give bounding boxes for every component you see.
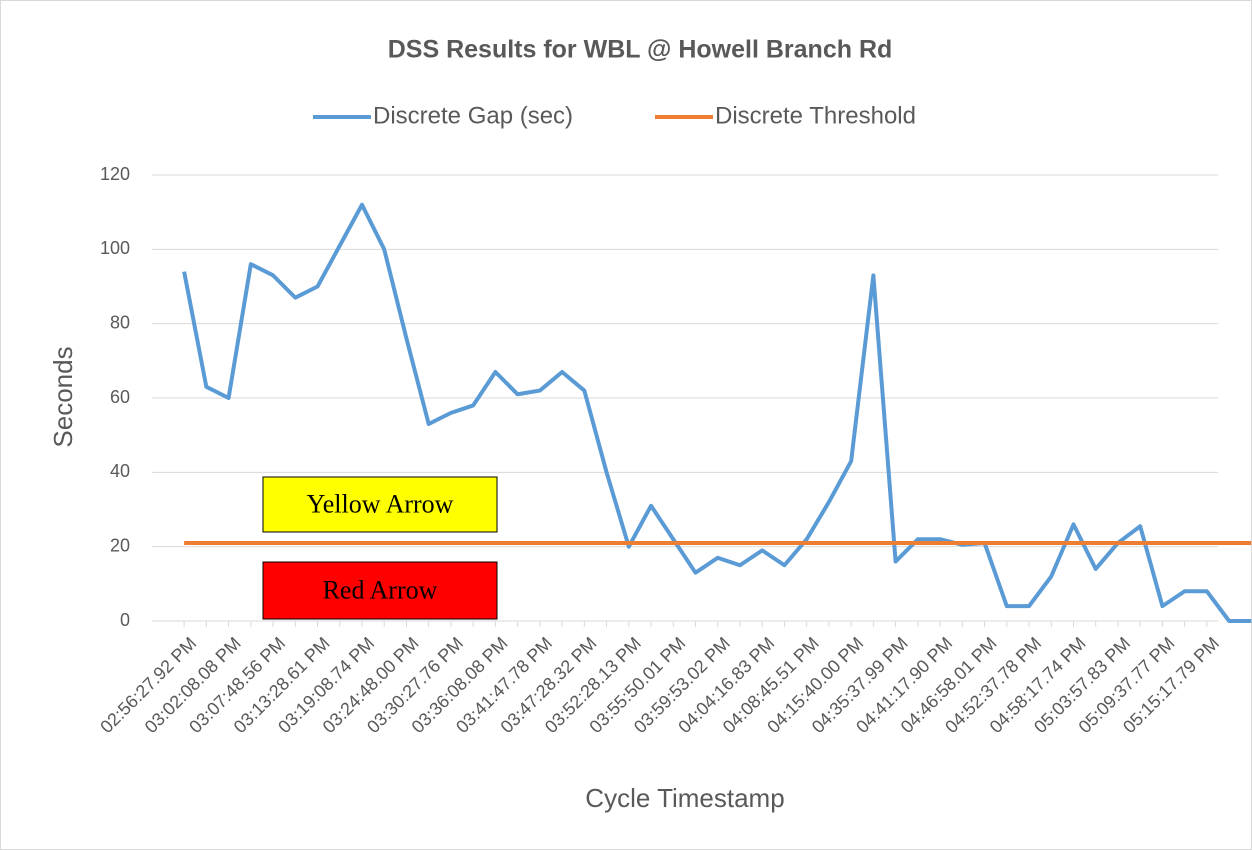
x-axis-label: Cycle Timestamp (585, 783, 784, 813)
chart-title: DSS Results for WBL @ Howell Branch Rd (388, 36, 893, 64)
annotation-text: Yellow Arrow (307, 489, 454, 518)
legend-label: Discrete Gap (sec) (373, 102, 573, 129)
legend-label: Discrete Threshold (715, 102, 916, 129)
y-tick-label: 100 (100, 238, 130, 258)
y-tick-label: 0 (120, 610, 130, 630)
y-tick-label: 40 (110, 461, 130, 481)
annotation-box (262, 476, 498, 533)
annotation-text: Red Arrow (323, 575, 438, 604)
y-tick-label: 20 (110, 535, 130, 555)
y-tick-label: 60 (110, 387, 130, 407)
y-tick-label: 120 (100, 164, 130, 184)
y-tick-label: 80 (110, 312, 130, 332)
annotation-box (262, 561, 498, 620)
y-axis-label: Seconds (48, 346, 78, 447)
series-line (182, 202, 1252, 623)
